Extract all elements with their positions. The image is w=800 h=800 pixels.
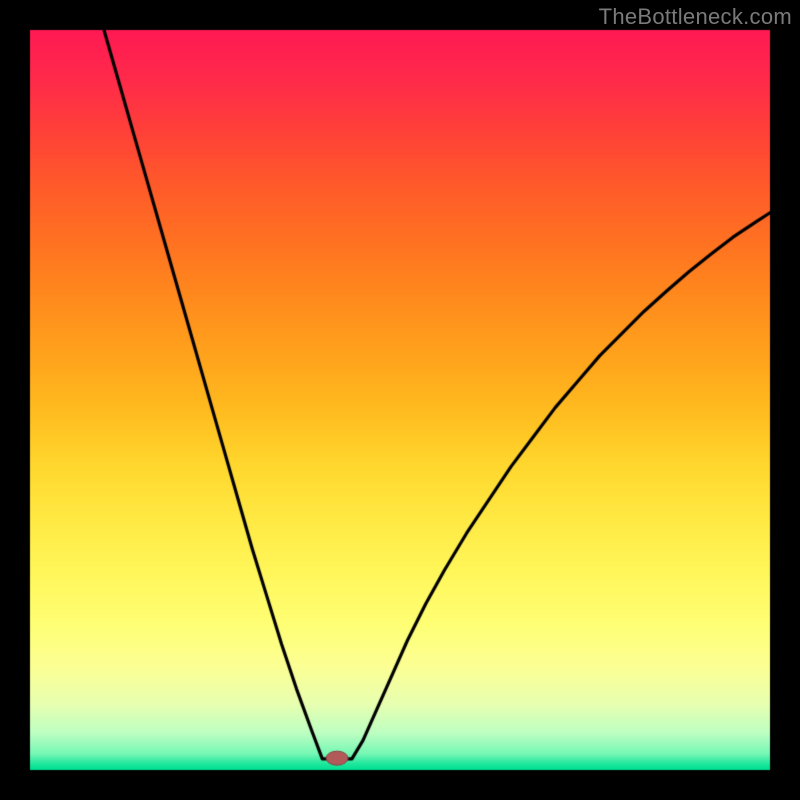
chart-container: { "watermark": "TheBottleneck.com", "can…	[0, 0, 800, 800]
bottleneck-chart	[0, 0, 800, 800]
watermark-text: TheBottleneck.com	[599, 4, 792, 30]
